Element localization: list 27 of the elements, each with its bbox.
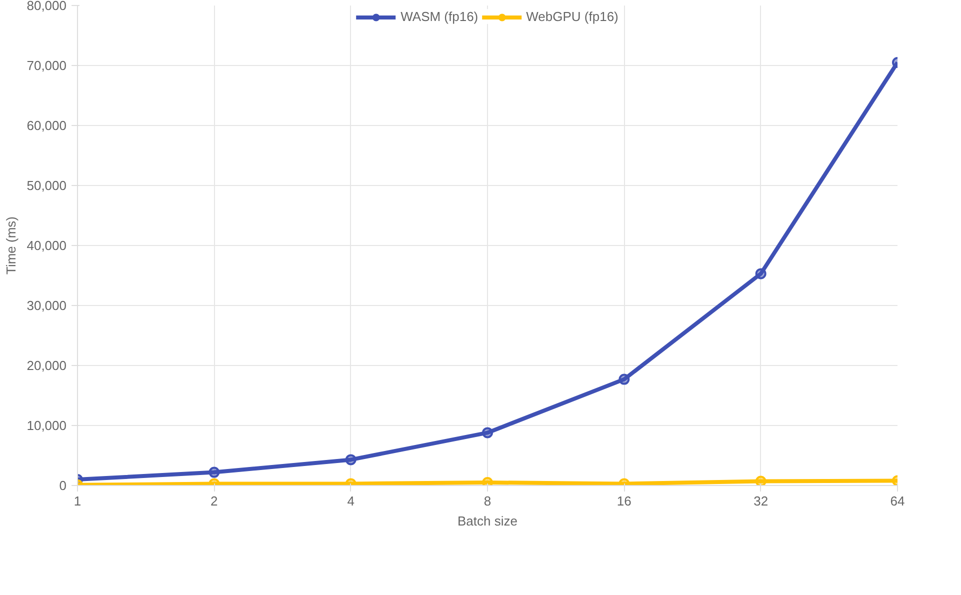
y-tick-label: 20,000 — [26, 358, 67, 373]
y-axis-title: Time (ms) — [4, 216, 19, 274]
y-tick-label: 60,000 — [26, 118, 67, 133]
point — [755, 268, 766, 280]
legend-label: WASM (fp16) — [400, 9, 478, 24]
y-tick-label: 30,000 — [26, 298, 67, 313]
x-tick-label: 64 — [890, 494, 905, 508]
x-axis-title: Batch size — [458, 514, 518, 528]
point — [482, 477, 493, 486]
y-tick-label: 10,000 — [26, 418, 67, 433]
point — [345, 454, 356, 466]
point — [482, 427, 493, 438]
x-tick-label: 16 — [616, 494, 632, 508]
x-tick-label: 32 — [754, 494, 768, 508]
y-tick-label: 40,000 — [26, 238, 67, 253]
y-tick-label: 0 — [59, 478, 67, 493]
point — [208, 466, 220, 478]
point — [755, 476, 766, 486]
x-tick-label: 8 — [484, 494, 492, 508]
x-tick-label: 4 — [347, 494, 354, 508]
y-tick-label: 80,000 — [26, 0, 67, 13]
y-tick-label: 70,000 — [26, 58, 67, 73]
legend-label: WebGPU (fp16) — [526, 9, 618, 24]
x-tick-label: 1 — [74, 494, 82, 508]
y-tick-label: 50,000 — [26, 178, 67, 193]
x-tick-label: 2 — [210, 494, 218, 508]
point — [618, 374, 630, 385]
